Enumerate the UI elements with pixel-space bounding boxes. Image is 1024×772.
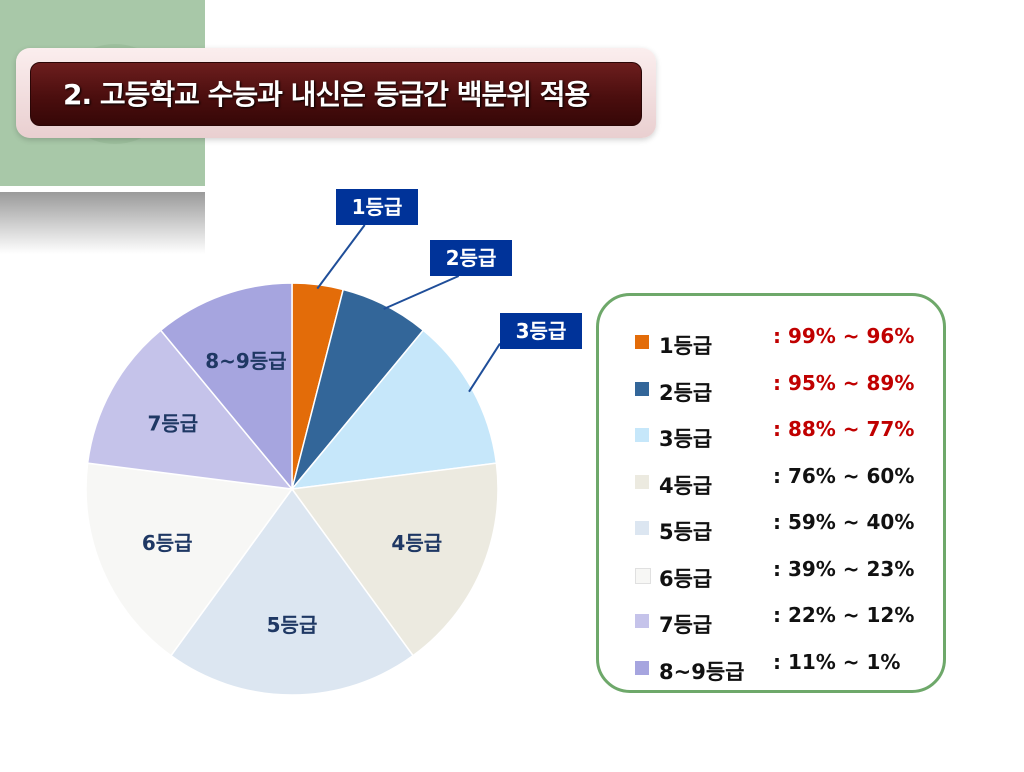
- legend-swatch-6: [635, 567, 651, 584]
- legend-row-7: 7등급 : 22% ~ 12%: [635, 603, 935, 639]
- legend-range-6: : 39% ~ 23%: [773, 556, 915, 581]
- legend-row-6: 6등급 : 39% ~ 23%: [635, 557, 935, 593]
- legend-row-5: 5등급 : 59% ~ 40%: [635, 510, 935, 546]
- callout-line-2: [383, 275, 460, 310]
- legend-swatch-8: [635, 660, 649, 675]
- legend-row-8: 8~9등급 : 11% ~ 1%: [635, 650, 935, 686]
- legend-range-8: : 11% ~ 1%: [773, 649, 901, 674]
- legend-label-4: 4등급: [659, 473, 713, 498]
- callout-label-3: 3등급: [516, 319, 567, 343]
- legend-range-7: : 22% ~ 12%: [773, 603, 915, 627]
- slice-label-6: 6등급: [142, 531, 193, 555]
- callout-line-1: [316, 224, 366, 290]
- legend-swatch-4: [635, 474, 649, 489]
- legend-range-1: : 99% ~ 96%: [773, 324, 915, 348]
- legend-label-7: 7등급: [659, 613, 713, 637]
- legend: 1등급 : 99% ~ 96% 2등급 : 95% ~ 89% 3등급 : 88% ~ 7…: [596, 293, 946, 693]
- legend-label-8: 8~9등급: [659, 659, 745, 684]
- legend-label-5: 5등급: [659, 520, 713, 544]
- callout-label-1: 1등급: [352, 195, 403, 219]
- pie-slice-3: [290, 329, 498, 490]
- page-title: 2. 고등학교 수능과 내신은 등급간 백분위 적용: [30, 62, 642, 126]
- callout-line-3: [468, 343, 501, 393]
- legend-swatch-3: [635, 428, 649, 442]
- pie-slice-7: [86, 329, 294, 490]
- legend-row-2: 2등급 : 95% ~ 89%: [635, 371, 935, 407]
- legend-label-1: 1등급: [659, 334, 713, 358]
- slice-label-4: 4등급: [391, 531, 442, 555]
- slice-label-8: 8~9등급: [205, 349, 286, 373]
- legend-label-2: 2등급: [659, 380, 713, 405]
- slice-label-7: 7등급: [147, 412, 198, 436]
- pie-slice-8: [159, 282, 293, 492]
- callout-box-1: [336, 189, 418, 225]
- legend-row-1: 1등급 : 99% ~ 96%: [635, 324, 935, 360]
- callout-box-2: [430, 240, 512, 276]
- decorative-gray-gradient: [0, 192, 205, 254]
- legend-range-2: : 95% ~ 89%: [773, 370, 915, 395]
- callout-box-3: [500, 313, 582, 349]
- legend-range-4: : 76% ~ 60%: [773, 463, 915, 488]
- legend-row-3: 3등급 : 88% ~ 77%: [635, 417, 935, 453]
- legend-range-3: : 88% ~ 77%: [773, 417, 915, 441]
- legend-row-4: 4등급 : 76% ~ 60%: [635, 464, 935, 500]
- legend-swatch-7: [635, 614, 649, 628]
- legend-label-3: 3등급: [659, 427, 713, 451]
- legend-swatch-1: [635, 335, 649, 349]
- legend-swatch-5: [635, 521, 649, 535]
- legend-label-6: 6등급: [659, 566, 713, 591]
- callout-label-2: 2등급: [446, 246, 497, 270]
- pie-slice-5: [169, 487, 415, 696]
- pie-slice-6: [85, 462, 294, 657]
- pie-slice-4: [290, 462, 499, 657]
- legend-range-5: : 59% ~ 40%: [773, 510, 915, 534]
- legend-swatch-2: [635, 381, 649, 396]
- slice-label-5: 5등급: [267, 613, 318, 637]
